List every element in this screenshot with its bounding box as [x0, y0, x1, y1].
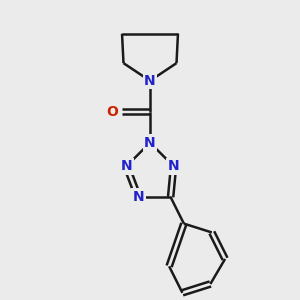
- Text: N: N: [132, 190, 144, 204]
- Text: N: N: [168, 159, 179, 173]
- Text: O: O: [106, 105, 118, 119]
- Text: N: N: [144, 136, 156, 150]
- Text: N: N: [144, 74, 156, 88]
- Text: N: N: [121, 159, 132, 173]
